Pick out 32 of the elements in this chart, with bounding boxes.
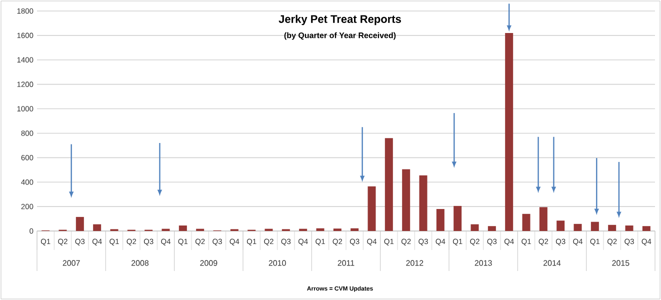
- bar: [522, 214, 530, 231]
- text: 2014: [544, 260, 561, 266]
- bar: [556, 220, 565, 231]
- bar: [436, 209, 444, 231]
- bar: [316, 228, 324, 231]
- bar: [350, 228, 359, 231]
- bar: [488, 226, 496, 231]
- bar: [539, 207, 548, 231]
- bar: [642, 226, 650, 231]
- text: (by Quarter of Year Received): [284, 32, 396, 40]
- text: 2008: [132, 260, 149, 266]
- bar: [574, 224, 582, 231]
- bar: [93, 224, 102, 231]
- bar: [625, 226, 634, 231]
- chart-title: Jerky Pet Treat Reports: [278, 14, 401, 26]
- bar: [454, 206, 462, 231]
- bar: [590, 222, 599, 231]
- bar: [608, 224, 616, 231]
- bar: [419, 175, 428, 231]
- bar: [470, 224, 479, 231]
- bar: [76, 216, 84, 231]
- text: 2013: [474, 260, 492, 266]
- text: 2009: [200, 260, 218, 266]
- bar: [178, 226, 187, 231]
- bar: [368, 186, 376, 231]
- text: 2007: [62, 260, 80, 266]
- bar: [402, 169, 410, 231]
- text: 2012: [406, 260, 424, 266]
- text: 2011: [338, 260, 354, 266]
- text: 2010: [268, 260, 286, 266]
- bar: [384, 138, 393, 231]
- text: 2015: [612, 260, 630, 266]
